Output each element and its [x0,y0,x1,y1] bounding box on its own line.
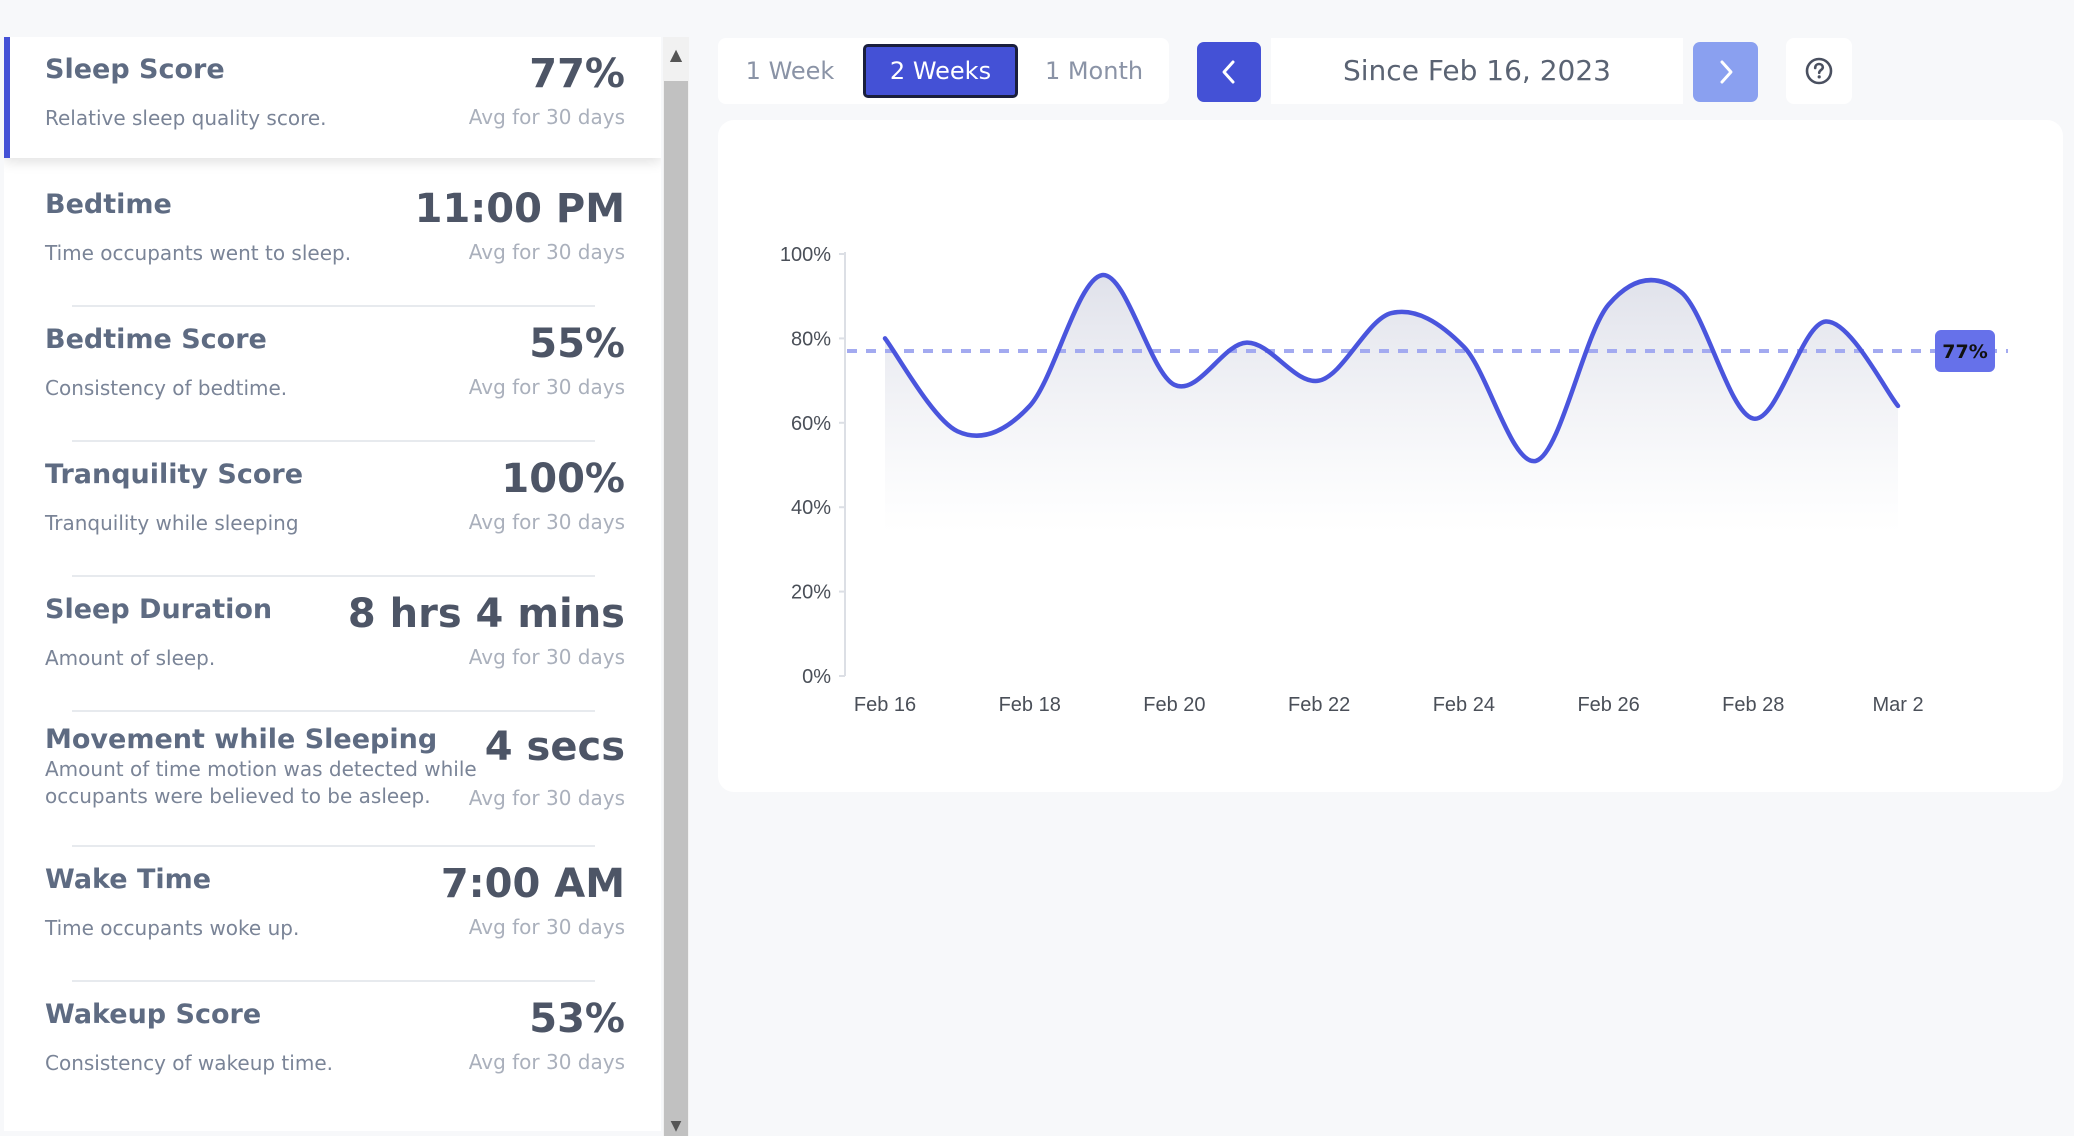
x-tick-label: Mar 2 [1872,694,1923,716]
metric-value: 77% [529,51,625,97]
divider [72,710,595,712]
scroll-down-arrow-icon[interactable]: ▼ [670,1118,682,1134]
metric-card[interactable]: Wakeup Score Consistency of wakeup time. 5… [4,982,661,1117]
divider [72,845,595,847]
x-tick-label: Feb 28 [1722,694,1784,716]
metric-description: Time occupants woke up. [45,916,300,940]
metric-avg-label: Avg for 30 days [468,1050,625,1074]
y-tick-label: 40% [791,497,831,519]
metric-value: 100% [501,456,625,502]
range-tab-1-week[interactable]: 1 Week [745,57,835,85]
range-selector: 1 Week 2 Weeks 1 Month [718,38,1169,104]
date-range-display: Since Feb 16, 2023 [1271,38,1683,104]
metric-value: 11:00 PM [414,186,625,232]
data-point [1244,340,1250,346]
data-point [1461,344,1467,350]
data-point [1823,319,1829,325]
metric-description: Time occupants went to sleep. [45,241,352,265]
data-point [1533,458,1539,464]
average-badge-label: 77% [1942,341,1987,363]
metric-title: Bedtime [45,189,172,220]
divider [72,980,595,982]
metric-description: Consistency of wakeup time. [45,1051,333,1075]
metric-avg-label: Avg for 30 days [468,645,625,669]
data-point [1316,378,1322,384]
metric-avg-label: Avg for 30 days [468,375,625,399]
metrics-list: Sleep Score Relative sleep quality score.… [4,37,661,1131]
metric-avg-label: Avg for 30 days [468,915,625,939]
question-circle-icon [1805,57,1833,85]
data-point [882,335,888,341]
metric-title: Tranquility Score [45,459,304,490]
metric-card[interactable]: Movement while Sleeping Amount of time mo… [4,712,661,847]
x-tick-label: Feb 20 [1143,694,1205,716]
chevron-right-icon [1720,60,1732,84]
metric-value: 7:00 AM [440,861,625,907]
metric-card[interactable]: Wake Time Time occupants woke up. 7:00 AM A… [4,847,661,982]
next-period-button[interactable] [1693,42,1758,102]
y-tick-label: 0% [802,666,831,688]
x-tick-label: Feb 22 [1288,694,1350,716]
metric-avg-label: Avg for 30 days [468,510,625,534]
range-tab-2-weeks[interactable]: 2 Weeks [863,44,1018,98]
x-tick-label: Feb 26 [1577,694,1639,716]
data-point [1678,289,1684,295]
metric-title: Sleep Duration [45,594,273,625]
active-indicator [4,37,10,158]
scroll-up-arrow-icon[interactable]: ▲ [669,45,683,64]
average-badge [1935,330,1995,373]
metric-value: 53% [529,996,625,1042]
metric-description: Tranquility while sleeping [45,511,299,535]
metric-description: Consistency of bedtime. [45,376,288,400]
metric-title: Sleep Score [45,54,225,85]
date-range-label: Since Feb 16, 2023 [1343,54,1611,87]
metric-card[interactable]: Bedtime Time occupants went to sleep. 11:0… [4,172,661,307]
data-point [1099,272,1105,278]
metric-card[interactable]: Sleep Score Relative sleep quality score.… [4,37,661,158]
data-point [1606,302,1612,308]
chevron-left-icon [1222,60,1235,84]
y-tick-label: 80% [791,328,831,350]
y-tick-label: 60% [791,413,831,435]
data-point [1027,403,1033,409]
divider [72,305,595,307]
metric-title: Bedtime Score [45,324,267,355]
data-point [1895,403,1901,409]
metric-avg-label: Avg for 30 days [468,240,625,264]
metric-avg-label: Avg for 30 days [468,105,625,129]
previous-period-button[interactable] [1197,42,1261,102]
y-tick-label: 100% [780,244,831,266]
metric-value: 8 hrs 4 mins [347,591,625,637]
divider [72,575,595,577]
metric-description: Amount of sleep. [45,646,216,670]
y-tick-label: 20% [791,582,831,604]
data-point [1171,382,1177,388]
divider [72,440,595,442]
metric-title: Wakeup Score [45,999,262,1030]
metrics-scrollbar[interactable]: ▲ ▼ [663,37,689,1136]
metric-card[interactable]: Sleep Duration Amount of sleep. 8 hrs 4 mi… [4,577,661,712]
metric-card[interactable]: Bedtime Score Consistency of bedtime. 55% A… [4,307,661,442]
help-button[interactable] [1786,38,1852,104]
data-point [1389,310,1395,316]
data-point [954,428,960,434]
range-tab-1-month[interactable]: 1 Month [1044,57,1144,85]
series-line [882,272,1901,464]
scroll-thumb[interactable] [664,81,688,1136]
metric-value: 4 secs [484,724,625,770]
sleep-score-chart-card: 0% 20% 40% 60% 80% 100% 77% Feb 16 Feb 18 Feb 20 F… [718,120,2063,792]
metric-description: Amount of time motion was detected while… [45,757,477,808]
metric-card[interactable]: Tranquility Score Tranquility while sleep… [4,442,661,577]
sleep-score-chart: 0% 20% 40% 60% 80% 100% 77% Feb 16 Feb 18 Feb 20 F… [780,244,2008,716]
metric-avg-label: Avg for 30 days [468,786,625,810]
x-tick-label: Feb 24 [1433,694,1495,716]
series-area [885,275,1898,533]
metric-title: Movement while Sleeping [45,724,438,755]
metric-value: 55% [529,321,625,367]
data-point [1750,416,1756,422]
x-tick-label: Feb 16 [854,694,916,716]
x-tick-label: Feb 18 [999,694,1061,716]
metric-description: Relative sleep quality score. [45,106,327,130]
metric-title: Wake Time [45,864,212,895]
